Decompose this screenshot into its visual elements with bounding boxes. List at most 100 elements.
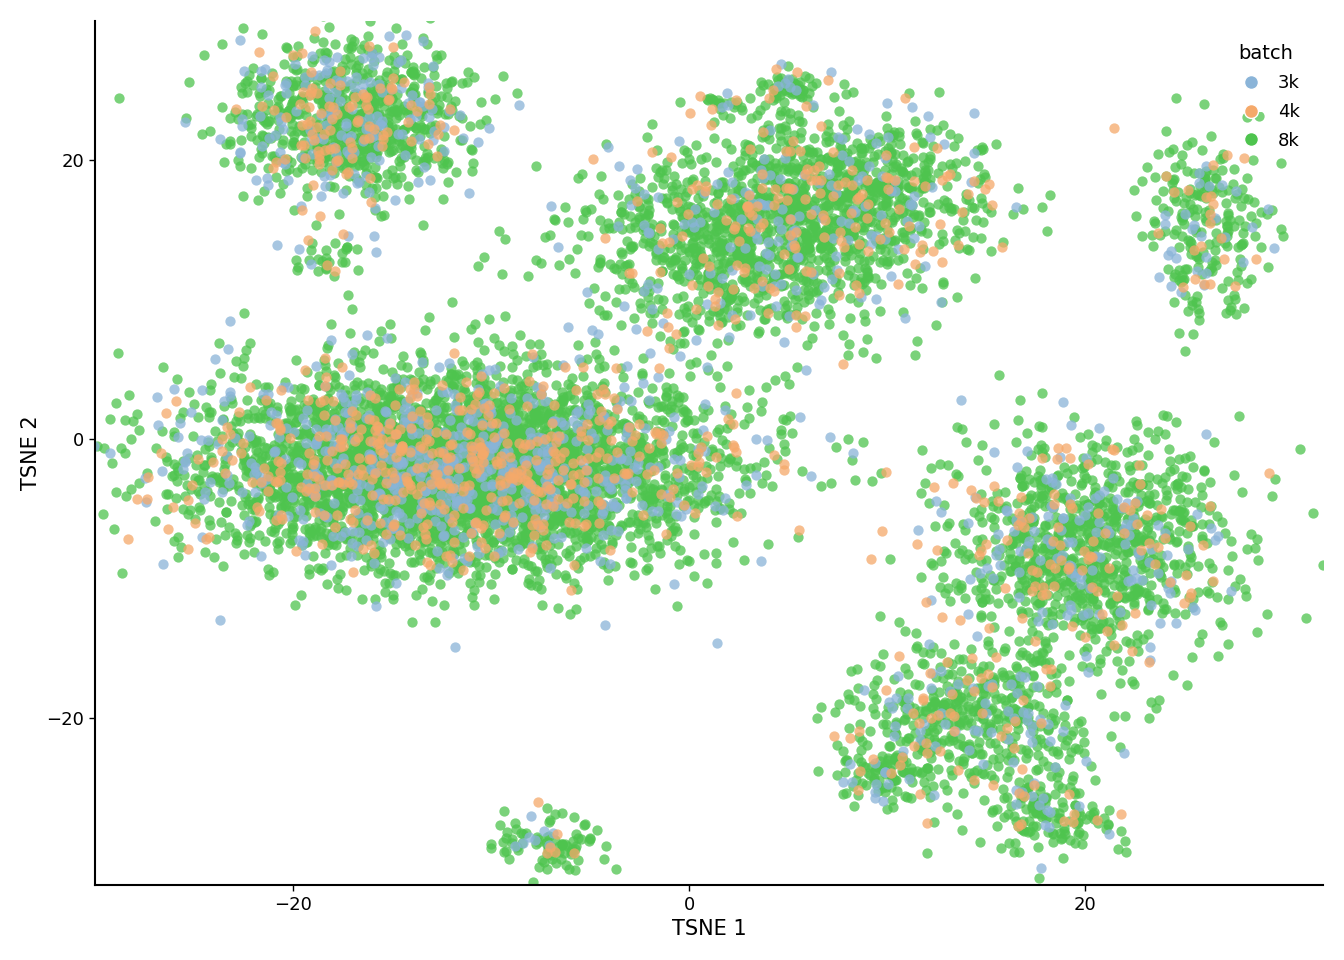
8k [798, 241, 820, 256]
8k [396, 496, 418, 512]
8k [172, 453, 194, 468]
8k [566, 507, 587, 522]
8k [818, 133, 840, 149]
8k [460, 483, 481, 498]
8k [1004, 559, 1025, 574]
8k [352, 91, 374, 107]
8k [394, 512, 415, 527]
8k [442, 444, 464, 460]
4k [857, 243, 879, 258]
8k [650, 507, 672, 522]
8k [470, 419, 492, 434]
8k [939, 156, 961, 171]
8k [1094, 439, 1116, 454]
8k [573, 476, 594, 492]
8k [753, 152, 774, 167]
8k [233, 358, 254, 373]
8k [507, 501, 528, 516]
8k [1009, 796, 1031, 811]
8k [462, 156, 484, 171]
8k [1047, 810, 1068, 826]
8k [507, 439, 528, 454]
8k [536, 402, 558, 418]
8k [1043, 541, 1064, 557]
8k [1077, 514, 1098, 529]
8k [915, 704, 937, 719]
4k [973, 494, 995, 510]
8k [935, 708, 957, 724]
8k [343, 129, 364, 144]
8k [862, 183, 883, 199]
8k [1044, 596, 1066, 612]
8k [656, 390, 677, 405]
8k [362, 104, 383, 119]
8k [993, 643, 1015, 659]
3k [767, 233, 789, 249]
8k [931, 295, 953, 310]
8k [360, 86, 382, 102]
8k [774, 444, 796, 459]
8k [438, 483, 460, 498]
8k [628, 525, 649, 540]
3k [446, 402, 468, 418]
8k [574, 817, 595, 832]
8k [417, 149, 438, 164]
8k [671, 243, 692, 258]
8k [1040, 479, 1062, 494]
8k [630, 467, 652, 482]
3k [648, 241, 669, 256]
8k [1224, 292, 1246, 307]
8k [273, 132, 294, 147]
8k [1121, 542, 1142, 558]
8k [337, 459, 359, 474]
4k [735, 260, 757, 276]
8k [921, 700, 942, 715]
8k [446, 468, 468, 484]
4k [781, 181, 802, 197]
8k [769, 220, 790, 235]
8k [1062, 768, 1083, 783]
8k [837, 243, 859, 258]
8k [1210, 152, 1231, 167]
8k [775, 257, 797, 273]
8k [609, 281, 630, 297]
8k [314, 51, 336, 66]
8k [543, 526, 564, 541]
8k [254, 392, 276, 407]
8k [497, 426, 519, 442]
4k [1214, 252, 1235, 267]
3k [913, 716, 934, 732]
8k [558, 424, 579, 440]
3k [438, 356, 460, 372]
8k [359, 108, 380, 123]
8k [277, 466, 298, 481]
8k [435, 156, 457, 172]
8k [321, 64, 343, 80]
3k [230, 33, 251, 48]
8k [714, 398, 735, 414]
8k [577, 516, 598, 532]
8k [769, 128, 790, 143]
8k [1180, 233, 1202, 249]
8k [417, 460, 438, 475]
8k [267, 488, 289, 503]
8k [399, 498, 421, 514]
8k [477, 383, 499, 398]
8k [359, 444, 380, 460]
8k [214, 154, 235, 169]
8k [664, 485, 685, 500]
8k [390, 479, 411, 494]
8k [727, 235, 749, 251]
8k [977, 634, 999, 649]
3k [843, 445, 864, 461]
8k [526, 475, 547, 491]
8k [368, 517, 390, 533]
8k [368, 492, 390, 507]
8k [884, 752, 906, 767]
8k [388, 457, 410, 472]
8k [1234, 191, 1255, 206]
4k [409, 403, 430, 419]
8k [298, 472, 320, 488]
4k [594, 387, 616, 402]
8k [313, 502, 335, 517]
